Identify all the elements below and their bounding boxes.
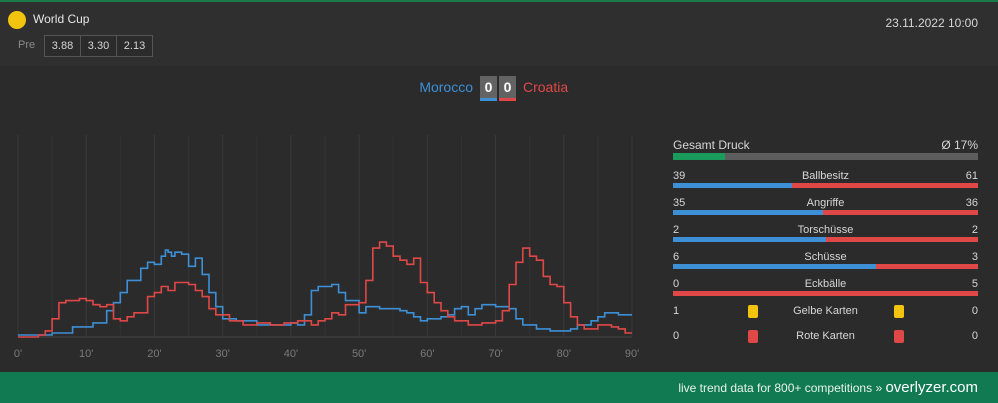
pre-odds-label: Pre (18, 39, 36, 51)
stat-row: 0 Eckbälle 5 (673, 278, 978, 300)
card-row: 1 Gelbe Karten 0 (673, 305, 978, 327)
stat-row: 39 Ballbesitz 61 (673, 170, 978, 192)
chart-x-tick-label: 50' (352, 348, 366, 360)
yellow-card-icon (748, 305, 758, 318)
stat-label: Ballbesitz (801, 170, 850, 182)
card-home-value: 0 (673, 330, 680, 342)
stat-home-value: 0 (673, 278, 680, 290)
chart-x-tick-label: 20' (147, 348, 161, 360)
chart-x-tick-label: 40' (284, 348, 298, 360)
stat-bar (673, 237, 978, 242)
red-card-icon (748, 330, 758, 343)
stat-bar (673, 183, 978, 188)
card-away-value: 0 (971, 305, 978, 317)
stat-bar-home (673, 237, 826, 242)
home-team-name[interactable]: Morocco (419, 79, 473, 95)
card-label: Gelbe Karten (793, 305, 858, 317)
away-score: 0 (499, 76, 516, 101)
gesamt-druck-value: Ø 17% (941, 138, 978, 152)
chart-x-tick-label: 0' (14, 348, 22, 360)
top-accent-line (0, 0, 998, 2)
gesamt-druck-bar-fill (673, 153, 725, 160)
competition-ball-icon (8, 11, 26, 29)
stat-home-value: 6 (673, 251, 680, 263)
stats-panel: Gesamt Druck Ø 17% 39 Ballbesitz 61 35 Angri… (673, 136, 978, 343)
chart-x-tick-label: 70' (488, 348, 502, 360)
odds-home[interactable]: 3.88 (44, 35, 81, 57)
away-team-name[interactable]: Croatia (523, 79, 569, 95)
stat-bar-home (673, 210, 824, 215)
stat-bar-home (673, 264, 877, 269)
stat-bar (673, 264, 978, 269)
red-card-icon (894, 330, 904, 343)
stat-home-value: 2 (673, 224, 680, 236)
odds-draw[interactable]: 3.30 (80, 35, 117, 57)
stat-row: 35 Angriffe 36 (673, 197, 978, 219)
stat-away-value: 2 (971, 224, 978, 236)
chart-x-tick-label: 90' (625, 348, 639, 360)
stat-away-value: 3 (971, 251, 978, 263)
match-date: 23.11.2022 10:00 (885, 16, 978, 30)
stat-label: Schüsse (804, 251, 847, 263)
away-pressure-line (18, 241, 632, 338)
odds-group: 3.88 3.30 2.13 (44, 35, 153, 57)
gesamt-druck-row: Gesamt Druck Ø 17% (673, 136, 978, 160)
stat-label: Eckbälle (804, 278, 847, 290)
card-row: 0 Rote Karten 0 (673, 330, 978, 352)
header: World Cup 23.11.2022 10:00 Pre 3.88 3.30… (0, 2, 998, 66)
yellow-card-icon (894, 305, 904, 318)
card-home-value: 1 (673, 305, 680, 317)
stat-home-value: 39 (673, 170, 686, 182)
stat-label: Angriffe (806, 197, 845, 209)
stat-away-value: 5 (971, 278, 978, 290)
brand-link[interactable]: overlyzer.com (885, 379, 978, 396)
home-score: 0 (480, 76, 497, 101)
gesamt-druck-bar (673, 153, 978, 160)
footer-text: live trend data for 800+ competitions » (678, 381, 883, 395)
odds-away[interactable]: 2.13 (116, 35, 153, 57)
stat-row: 2 Torschüsse 2 (673, 224, 978, 246)
stat-away-value: 61 (965, 170, 978, 182)
chart-x-tick-label: 10' (79, 348, 93, 360)
competition-name[interactable]: World Cup (33, 12, 90, 26)
scoreline: Morocco 0 0 Croatia (0, 74, 998, 104)
footer: live trend data for 800+ competitions » … (0, 372, 998, 403)
trend-chart: 0' 10' 20' 30' 40' 50' 60' 70' 80' 90' (14, 135, 639, 360)
stat-home-value: 35 (673, 197, 686, 209)
footer-promo[interactable]: live trend data for 800+ competitions » … (678, 379, 978, 396)
chart-x-tick-label: 80' (557, 348, 571, 360)
stat-bar-home (673, 183, 792, 188)
chart-x-tick-label: 30' (215, 348, 229, 360)
stat-away-value: 36 (965, 197, 978, 209)
stat-label: Torschüsse (797, 224, 854, 236)
card-label: Rote Karten (796, 330, 855, 342)
stat-bar (673, 291, 978, 296)
card-away-value: 0 (971, 330, 978, 342)
home-pressure-line (18, 249, 632, 336)
stat-row: 6 Schüsse 3 (673, 251, 978, 273)
stat-bar (673, 210, 978, 215)
gesamt-druck-label: Gesamt Druck (673, 138, 750, 152)
chart-x-tick-label: 60' (420, 348, 434, 360)
